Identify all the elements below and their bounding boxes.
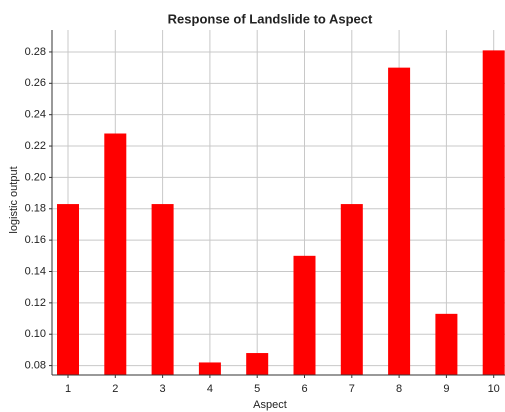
x-tick-label: 10 xyxy=(488,383,500,395)
y-tick-label: 0.20 xyxy=(25,171,46,183)
x-tick-label: 2 xyxy=(112,383,118,395)
y-tick-label: 0.18 xyxy=(25,203,46,215)
y-tick-label: 0.16 xyxy=(25,234,46,246)
plot-area xyxy=(52,30,505,375)
x-tick-label: 8 xyxy=(396,383,402,395)
x-tick-label: 5 xyxy=(254,383,260,395)
bar xyxy=(57,204,79,375)
x-tick-label: 9 xyxy=(443,383,449,395)
y-tick-label: 0.24 xyxy=(25,109,46,121)
bar xyxy=(198,362,221,375)
x-tick-label: 4 xyxy=(207,383,213,395)
bar xyxy=(151,204,174,375)
bar xyxy=(340,204,363,375)
y-tick-label: 0.08 xyxy=(25,359,46,371)
y-axis-label: logistic output xyxy=(8,166,20,233)
bar xyxy=(246,353,269,375)
y-tick-label: 0.10 xyxy=(25,328,46,340)
y-tick-label: 0.12 xyxy=(25,297,46,309)
bar xyxy=(482,50,505,376)
y-tick-label: 0.26 xyxy=(25,77,46,89)
x-tick-label: 1 xyxy=(65,383,71,395)
y-tick-label: 0.28 xyxy=(25,46,46,58)
bar xyxy=(435,313,458,375)
chart-title: Response of Landslide to Aspect xyxy=(168,11,373,26)
x-tick-label: 3 xyxy=(160,383,166,395)
bar xyxy=(293,255,316,375)
y-tick-label: 0.22 xyxy=(25,140,46,152)
bar xyxy=(104,133,127,375)
x-axis-label: Aspect xyxy=(253,399,287,411)
x-tick-label: 7 xyxy=(349,383,355,395)
x-tick-label: 6 xyxy=(301,383,307,395)
bar xyxy=(388,67,411,376)
y-tick-label: 0.14 xyxy=(25,265,46,277)
